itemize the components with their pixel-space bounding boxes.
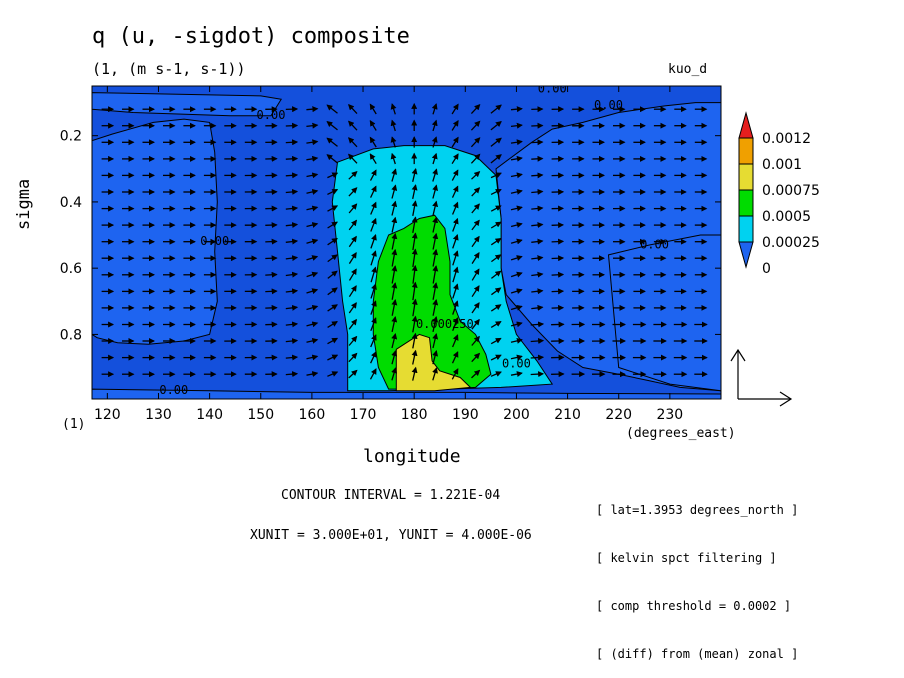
contour-label: 0.000250: [416, 317, 474, 331]
x-tick-label: 230: [656, 407, 683, 423]
y-tick-label: 0.2: [60, 129, 82, 145]
colorbar-label: 0.00025: [762, 235, 820, 251]
wind-vector: [531, 159, 542, 160]
wind-vector: [531, 357, 543, 358]
wind-vector: [286, 374, 297, 375]
plot-area: 0.00 0.00 0.00 0.00 0.00 0.000250 0.00 0.00: [92, 82, 721, 399]
colorbar-cap: [739, 113, 753, 138]
y-tick-label: 0.6: [60, 261, 82, 277]
wind-vector: [552, 241, 564, 242]
x-tick-label: 150: [247, 407, 274, 423]
wind-vector: [265, 275, 276, 276]
contour-label: 0.00: [200, 234, 229, 248]
wind-vector: [286, 175, 297, 176]
wind-vector: [265, 258, 276, 259]
colorbar-segment: [739, 138, 753, 164]
contour-label: 0.00: [538, 82, 567, 96]
wind-vector: [552, 291, 564, 292]
contour-label: 0.00: [257, 108, 286, 122]
wind-vector: [531, 126, 542, 127]
colorbar-label: 0.001: [762, 157, 802, 173]
x-tick-label: 120: [94, 407, 121, 423]
wind-vector: [531, 142, 542, 143]
colorbar-label: 0.0005: [762, 209, 811, 225]
colorbar-segment: [739, 164, 753, 190]
contour-label: 0.00: [159, 383, 188, 397]
colorbar-label: 0.0012: [762, 131, 811, 147]
x-tick-label: 170: [350, 407, 377, 423]
wind-vector: [531, 374, 543, 375]
contour-label: 0.00: [594, 98, 623, 112]
x-tick-label: 180: [401, 407, 428, 423]
y-tick-label: 0.4: [60, 195, 82, 211]
reference-vector: [731, 350, 791, 406]
contour-region: [92, 119, 217, 344]
x-tick-label: 140: [196, 407, 223, 423]
colorbar-segment: [739, 216, 753, 242]
colorbar-label: 0: [762, 261, 771, 277]
colorbar-segment: [739, 190, 753, 216]
x-tick-label: 210: [554, 407, 581, 423]
colorbar-label: 0.00075: [762, 183, 820, 199]
wind-vector: [552, 258, 564, 259]
wind-vector: [265, 291, 276, 292]
x-tick-label: 130: [145, 407, 172, 423]
wind-vector: [265, 241, 276, 242]
wind-vector: [286, 159, 297, 160]
contour-label: 0.00: [640, 237, 669, 251]
wind-vector: [286, 126, 297, 127]
wind-vector: [286, 142, 297, 143]
x-tick-label: 200: [503, 407, 530, 423]
wind-vector: [531, 175, 542, 176]
y-tick-label: 0.8: [60, 327, 82, 343]
colorbar-cap: [739, 242, 753, 267]
wind-vector: [531, 341, 543, 342]
x-tick-label: 220: [605, 407, 632, 423]
wind-vector: [552, 275, 564, 276]
contour-label: 0.00: [502, 357, 531, 371]
x-tick-label: 160: [299, 407, 326, 423]
x-tick-label: 190: [452, 407, 479, 423]
